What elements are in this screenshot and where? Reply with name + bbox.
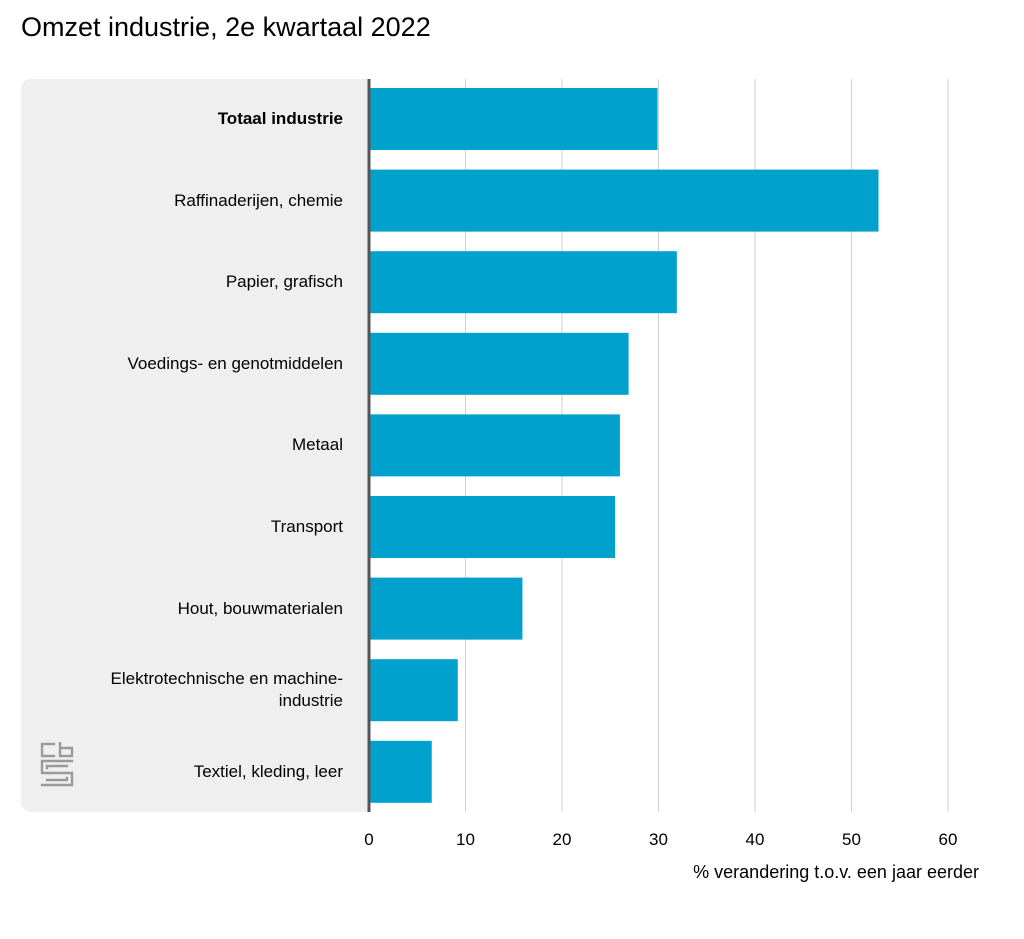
bar: [369, 251, 677, 314]
cbs-logo-icon: [40, 742, 74, 787]
category-label-line: Elektrotechnische en machine-: [110, 669, 343, 689]
x-tick-label: 50: [842, 830, 861, 849]
category-label-line: Transport: [270, 517, 343, 536]
category-label: Raffinaderijen, chemie: [43, 190, 343, 212]
bar: [369, 577, 523, 640]
category-label: Totaal industrie: [43, 108, 343, 130]
x-tick-label: 30: [649, 830, 668, 849]
bar: [369, 659, 458, 722]
category-label: Papier, grafisch: [43, 271, 343, 293]
category-label-line: Raffinaderijen, chemie: [174, 190, 343, 210]
x-tick-label: 40: [746, 830, 765, 849]
category-label-line: Totaal industrie: [217, 109, 343, 128]
category-label-line: Papier, grafisch: [225, 272, 343, 292]
bar: [369, 332, 629, 395]
category-label: Transport: [43, 516, 343, 538]
bar: [369, 414, 620, 477]
bar: [369, 740, 432, 803]
category-label-line: Textiel, kleding, leer: [193, 761, 343, 781]
x-tick-label: 60: [939, 830, 958, 849]
chart-title: Omzet industrie, 2e kwartaal 2022: [21, 12, 431, 42]
bar: [369, 169, 879, 232]
category-label: Voedings- en genotmiddelen: [43, 353, 344, 375]
category-label-panel: [21, 79, 369, 812]
x-tick-label: 10: [456, 830, 475, 849]
bar: [369, 496, 616, 558]
x-axis-label: % verandering t.o.v. een jaar eerder: [693, 862, 979, 882]
category-label: Elektrotechnische en machine-industrie: [43, 668, 343, 712]
category-label-line: Hout, bouwmaterialen: [177, 598, 343, 618]
category-label: Hout, bouwmaterialen: [43, 598, 343, 620]
x-tick-label: 20: [553, 830, 572, 849]
category-label-line: industrie: [278, 691, 343, 711]
x-tick-label: 0: [364, 830, 373, 849]
category-label: Metaal: [43, 434, 343, 456]
category-label-line: Voedings- en genotmiddelen: [127, 353, 344, 373]
category-label: Textiel, kleding, leer: [43, 761, 343, 783]
category-label-line: Metaal: [291, 435, 343, 455]
bar: [369, 88, 658, 150]
